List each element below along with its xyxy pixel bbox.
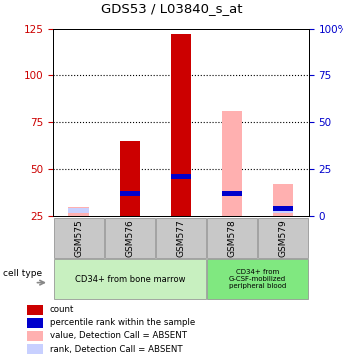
Bar xyxy=(273,208,293,213)
Text: value, Detection Call = ABSENT: value, Detection Call = ABSENT xyxy=(50,331,187,341)
Bar xyxy=(171,34,191,216)
Bar xyxy=(120,141,140,216)
Bar xyxy=(27,344,43,354)
Text: GSM575: GSM575 xyxy=(74,220,83,257)
Bar xyxy=(69,208,89,213)
Bar xyxy=(171,174,191,179)
Text: CD34+ from
G-CSF-mobilized
peripheral blood: CD34+ from G-CSF-mobilized peripheral bl… xyxy=(229,269,286,290)
FancyBboxPatch shape xyxy=(105,218,155,258)
Bar xyxy=(222,111,242,216)
FancyBboxPatch shape xyxy=(156,218,206,258)
Bar xyxy=(222,191,242,196)
Text: count: count xyxy=(50,306,74,315)
Bar xyxy=(27,318,43,328)
Text: GSM579: GSM579 xyxy=(279,220,288,257)
Text: GSM576: GSM576 xyxy=(125,220,134,257)
Text: GDS53 / L03840_s_at: GDS53 / L03840_s_at xyxy=(101,2,242,15)
Text: cell type: cell type xyxy=(3,269,42,278)
Bar xyxy=(27,331,43,341)
Text: percentile rank within the sample: percentile rank within the sample xyxy=(50,318,195,327)
Bar xyxy=(120,191,140,196)
FancyBboxPatch shape xyxy=(54,259,206,300)
Bar xyxy=(273,206,293,211)
Bar xyxy=(69,207,89,216)
FancyBboxPatch shape xyxy=(54,218,104,258)
FancyBboxPatch shape xyxy=(258,218,308,258)
FancyBboxPatch shape xyxy=(207,259,308,300)
Bar xyxy=(273,184,293,216)
FancyBboxPatch shape xyxy=(207,218,257,258)
Text: GSM577: GSM577 xyxy=(176,220,186,257)
Text: rank, Detection Call = ABSENT: rank, Detection Call = ABSENT xyxy=(50,345,182,354)
Text: CD34+ from bone marrow: CD34+ from bone marrow xyxy=(74,275,185,284)
Text: GSM578: GSM578 xyxy=(227,220,237,257)
Bar xyxy=(27,305,43,315)
